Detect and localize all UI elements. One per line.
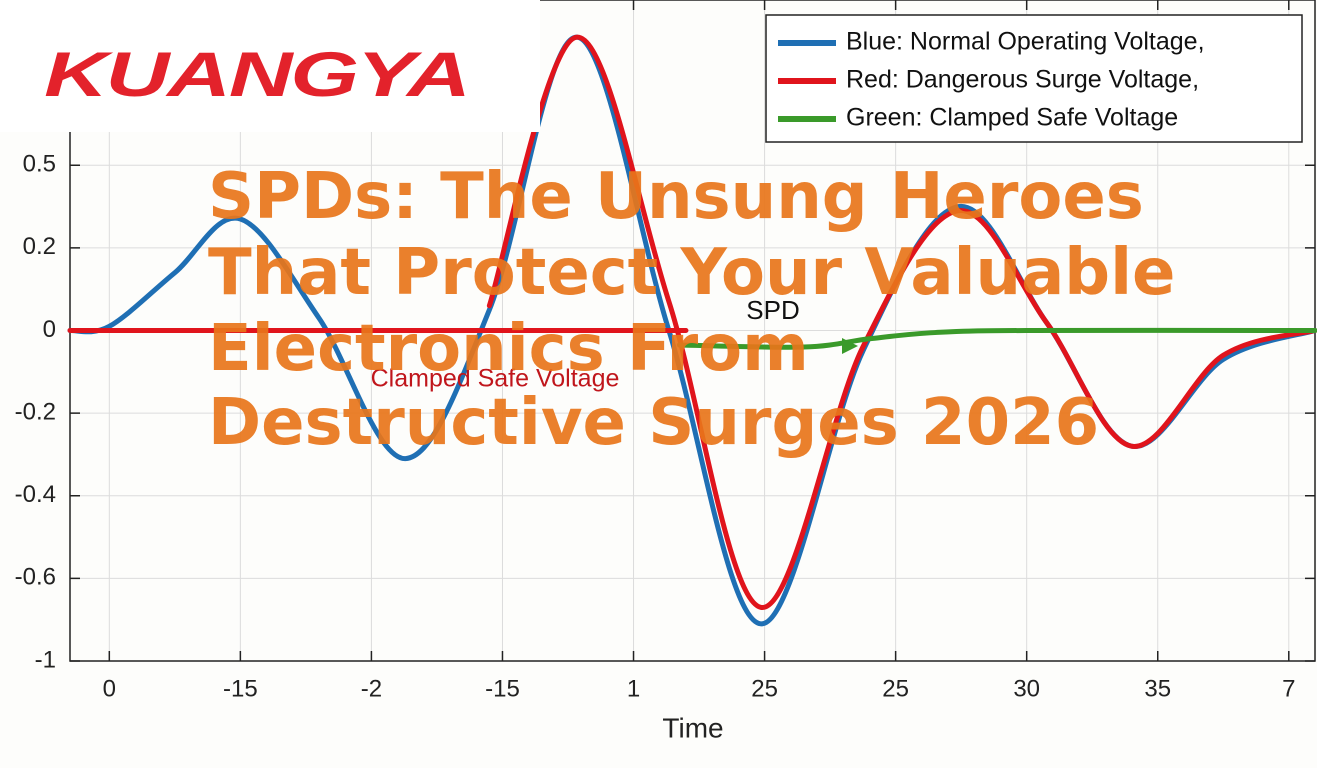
- y-tick-label: 0.5: [23, 151, 56, 178]
- plot-area: [67, 0, 1317, 662]
- x-tick-label: -2: [361, 675, 382, 702]
- legend-label: Blue: Normal Operating Voltage,: [846, 28, 1205, 56]
- headline: SPDs: The Unsung Heroes That Protect You…: [208, 160, 1175, 460]
- y-tick-label: 0: [43, 316, 56, 343]
- headline-line: Destructive Surges 2026: [208, 386, 1099, 460]
- logo: KUANGYA: [44, 40, 469, 110]
- x-tick-label: -15: [223, 675, 258, 702]
- headline-line: Electronics From: [208, 312, 809, 386]
- logo-box: [0, 0, 540, 132]
- series-line: [676, 327, 1317, 350]
- legend-box: [765, 14, 1303, 143]
- x-tick-label: 35: [1144, 675, 1171, 702]
- headline-line: That Protect Your Valuable: [208, 236, 1175, 310]
- legend-label: Green: Clamped Safe Voltage: [846, 104, 1178, 132]
- legend-label: Red: Dangerous Surge Voltage,: [846, 66, 1199, 94]
- x-tick-label: -15: [485, 675, 520, 702]
- series-line: [67, 34, 1317, 610]
- x-tick-label: 25: [882, 675, 909, 702]
- y-tick-label: -1: [35, 646, 56, 673]
- y-tick-label: -0.4: [15, 481, 56, 508]
- y-tick-label: 0.2: [23, 233, 56, 260]
- headline-line: SPDs: The Unsung Heroes: [208, 160, 1144, 234]
- y-tick-label: -0.6: [15, 564, 56, 591]
- legend: Blue: Normal Operating Voltage, Red: Dang…: [765, 14, 1303, 143]
- y-tick-label: -0.2: [15, 398, 56, 425]
- annotation: Clamped Safe Voltage: [371, 365, 620, 393]
- x-tick-label: 7: [1282, 675, 1295, 702]
- x-tick-label: 25: [751, 675, 778, 702]
- x-tick-label: 1: [627, 675, 640, 702]
- annotation: SPD: [746, 295, 799, 325]
- x-axis-label: Time: [662, 712, 723, 743]
- x-tick-label: 0: [103, 675, 116, 702]
- x-tick-label: 30: [1013, 675, 1040, 702]
- arrow-head: [842, 338, 858, 354]
